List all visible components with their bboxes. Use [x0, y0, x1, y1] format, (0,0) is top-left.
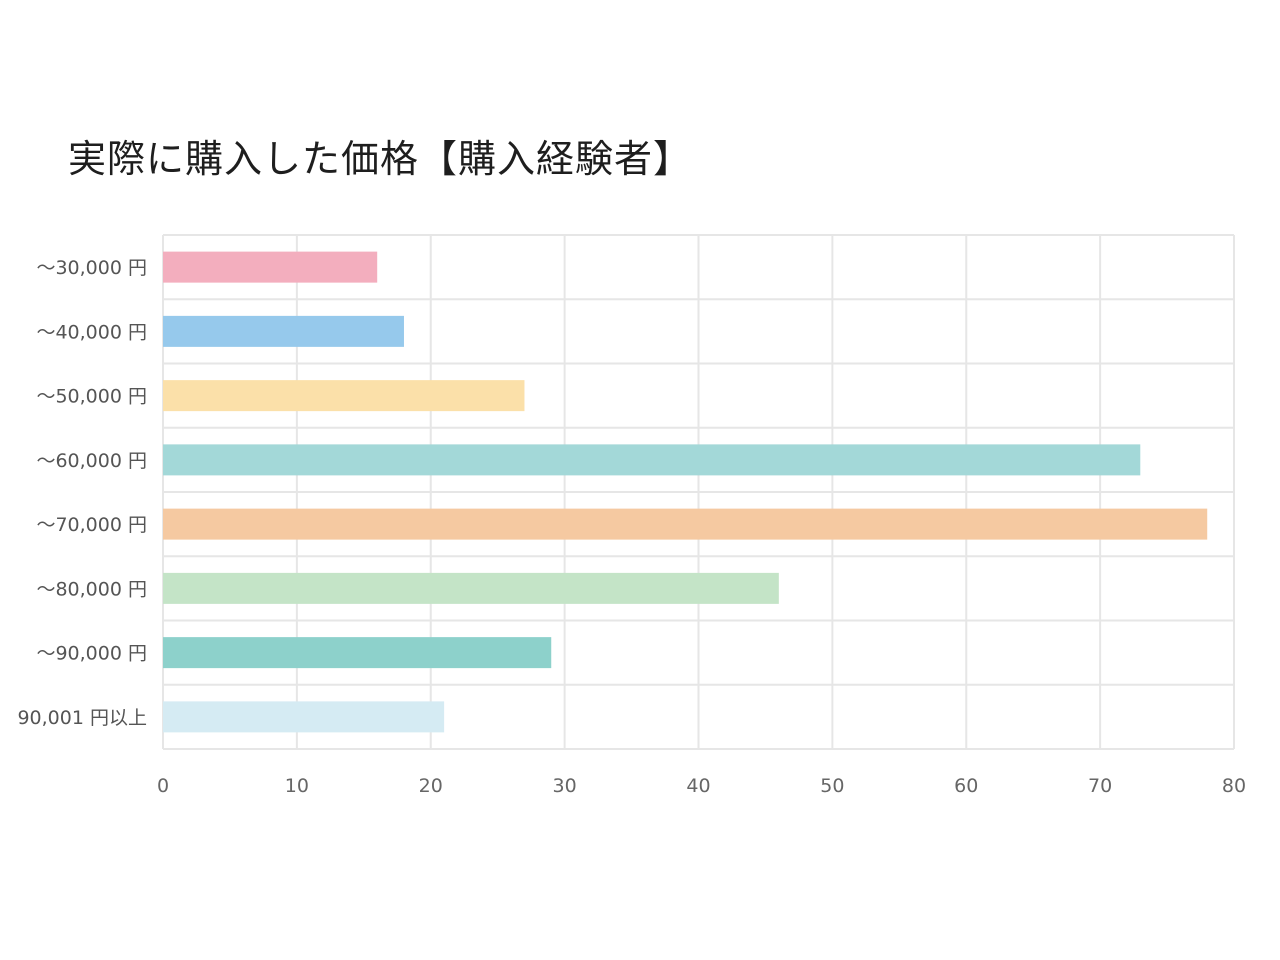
bar — [163, 380, 525, 412]
category-labels: 〜30,000 円〜40,000 円〜50,000 円〜60,000 円〜70,… — [17, 257, 147, 729]
x-tick-labels: 0 10 20 30 40 50 60 70 80 — [157, 775, 1246, 797]
bar — [163, 315, 404, 347]
category-label: 90,001 円以上 — [17, 707, 147, 729]
bar — [163, 637, 552, 669]
x-tick-label: 60 — [954, 775, 978, 797]
grid-lines — [162, 234, 1235, 750]
x-tick-label: 80 — [1222, 775, 1246, 797]
bars — [163, 251, 1208, 733]
category-label: 〜40,000 円 — [36, 321, 147, 343]
chart-title: 実際に購入した価格【購入経験者】 — [68, 137, 693, 181]
category-label: 〜90,000 円 — [36, 643, 147, 665]
x-tick-label: 40 — [686, 775, 710, 797]
x-tick-label: 10 — [285, 775, 309, 797]
x-tick-label: 0 — [157, 775, 169, 797]
category-label: 〜30,000 円 — [36, 257, 147, 279]
x-tick-label: 50 — [820, 775, 844, 797]
category-label: 〜50,000 円 — [36, 386, 147, 408]
x-tick-label: 70 — [1088, 775, 1112, 797]
category-label: 〜60,000 円 — [36, 450, 147, 472]
x-tick-label: 20 — [419, 775, 443, 797]
bar — [163, 572, 779, 604]
bar — [163, 251, 378, 283]
bar — [163, 701, 445, 733]
category-label: 〜80,000 円 — [36, 578, 147, 600]
bar — [163, 444, 1141, 476]
bar — [163, 508, 1208, 540]
category-label: 〜70,000 円 — [36, 514, 147, 536]
x-tick-label: 30 — [553, 775, 577, 797]
